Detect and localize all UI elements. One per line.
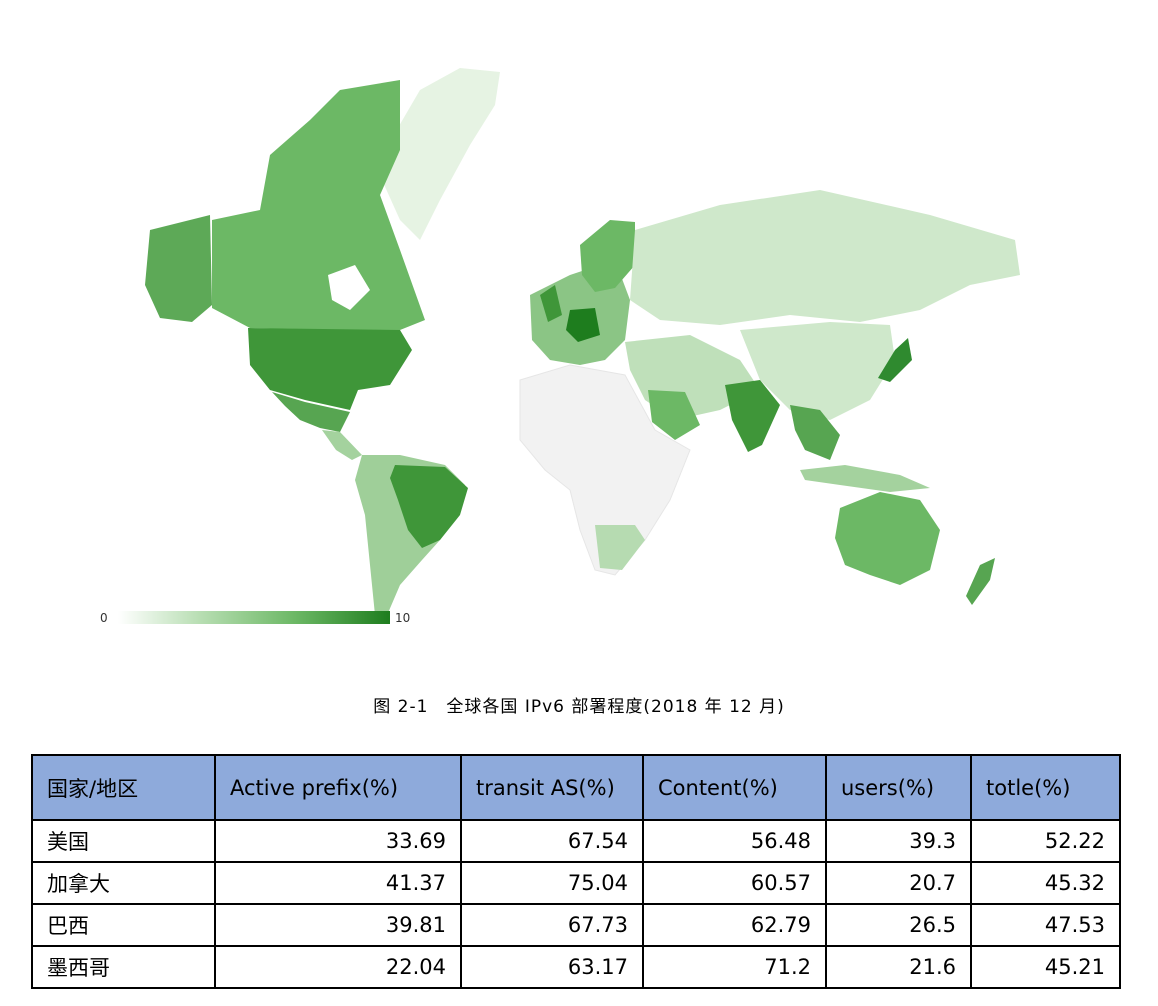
cell-value: 56.48 — [642, 819, 827, 863]
cell-value: 45.32 — [970, 861, 1121, 905]
cell-value: 60.57 — [642, 861, 827, 905]
world-map-figure — [100, 60, 1030, 640]
table-row: 墨西哥 22.04 63.17 71.2 21.6 45.21 — [31, 945, 1121, 989]
figure-caption: 图 2-1 全球各国 IPv6 部署程度(2018 年 12 月) — [373, 697, 785, 717]
region-germany — [566, 308, 600, 342]
header-total: totle(%) — [970, 754, 1121, 821]
region-china — [740, 322, 895, 420]
cell-value: 75.04 — [460, 861, 644, 905]
table-row: 巴西 39.81 67.73 62.79 26.5 47.53 — [31, 903, 1121, 947]
legend-gradient-bar — [118, 611, 390, 624]
region-canada — [212, 80, 425, 330]
region-india — [725, 380, 780, 452]
region-australia — [835, 492, 940, 585]
region-greenland — [382, 68, 500, 240]
cell-region: 墨西哥 — [31, 945, 216, 989]
legend-min-label: 0 — [100, 611, 108, 625]
cell-region: 巴西 — [31, 903, 216, 947]
cell-region: 加拿大 — [31, 861, 216, 905]
header-region: 国家/地区 — [31, 754, 216, 821]
table-row: 加拿大 41.37 75.04 60.57 20.7 45.32 — [31, 861, 1121, 905]
region-japan — [878, 338, 912, 382]
region-usa — [248, 328, 412, 410]
cell-value: 20.7 — [825, 861, 972, 905]
cell-value: 67.54 — [460, 819, 644, 863]
legend-max-label: 10 — [395, 611, 411, 625]
cell-value: 22.04 — [214, 945, 462, 989]
cell-region: 美国 — [31, 819, 216, 863]
region-scandinavia — [580, 220, 635, 292]
cell-value: 39.81 — [214, 903, 462, 947]
cell-value: 67.73 — [460, 903, 644, 947]
region-central-america — [322, 430, 362, 460]
region-brazil — [390, 465, 468, 548]
cell-value: 52.22 — [970, 819, 1121, 863]
header-users: users(%) — [825, 754, 972, 821]
ipv6-stats-table: 国家/地区 Active prefix(%) transit AS(%) Con… — [31, 754, 1121, 989]
region-saudi-arabia — [648, 390, 700, 440]
header-transit-as: transit AS(%) — [460, 754, 644, 821]
table-row: 美国 33.69 67.54 56.48 39.3 52.22 — [31, 819, 1121, 863]
header-active-prefix: Active prefix(%) — [214, 754, 462, 821]
cell-value: 63.17 — [460, 945, 644, 989]
region-southeast-asia — [790, 405, 840, 460]
region-uk — [540, 285, 562, 322]
table-header-row: 国家/地区 Active prefix(%) transit AS(%) Con… — [31, 754, 1121, 821]
cell-value: 33.69 — [214, 819, 462, 863]
cell-value: 41.37 — [214, 861, 462, 905]
cell-value: 47.53 — [970, 903, 1121, 947]
world-map — [145, 68, 1020, 620]
cell-value: 21.6 — [825, 945, 972, 989]
cell-value: 26.5 — [825, 903, 972, 947]
hudson-bay — [328, 265, 370, 310]
region-indonesia — [800, 465, 930, 492]
header-content: Content(%) — [642, 754, 827, 821]
region-mexico — [272, 392, 350, 432]
region-south-africa — [595, 525, 645, 570]
cell-value: 62.79 — [642, 903, 827, 947]
cell-value: 71.2 — [642, 945, 827, 989]
cell-value: 45.21 — [970, 945, 1121, 989]
cell-value: 39.3 — [825, 819, 972, 863]
region-new-zealand — [966, 558, 995, 605]
region-alaska — [145, 215, 212, 322]
region-russia — [630, 190, 1020, 325]
